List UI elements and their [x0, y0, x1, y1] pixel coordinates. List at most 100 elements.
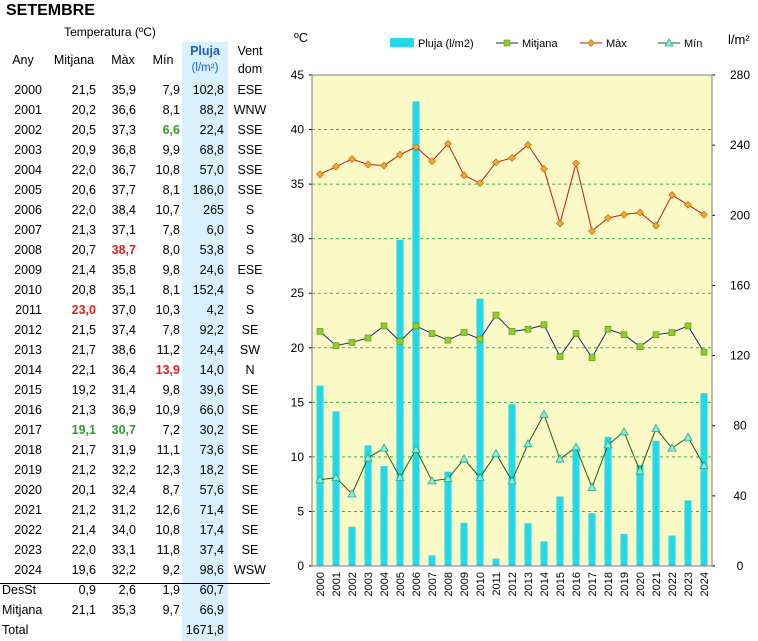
stat-min: 1,9 [162, 583, 180, 597]
cell-year: 2011 [15, 303, 42, 317]
cell-max: 36,4 [111, 363, 136, 377]
rain-bar [412, 101, 420, 566]
left-tick-label: 20 [291, 341, 305, 355]
rain-bar [668, 535, 676, 566]
cell-year: 2022 [14, 523, 42, 537]
stat-max: 35,3 [111, 603, 136, 617]
min-point [395, 472, 405, 482]
mean-point [524, 325, 532, 333]
cell-wind: SE [241, 323, 259, 337]
x-tick-label: 2004 [379, 572, 391, 596]
max-point [556, 219, 564, 228]
cell-year: 2000 [14, 83, 42, 97]
min-point [363, 453, 373, 462]
cell-max: 36,9 [111, 403, 136, 417]
cell-max: 32,2 [111, 463, 136, 477]
cell-min: 7,8 [162, 323, 180, 337]
x-tick-label: 2002 [347, 572, 359, 596]
cell-max: 32,2 [111, 563, 136, 577]
x-tick-label: 2011 [491, 572, 503, 596]
cell-year: 2021 [14, 503, 42, 517]
max-point [316, 170, 324, 179]
cell-max: 35,1 [111, 283, 136, 297]
mean-point [604, 325, 612, 333]
cell-mean: 22,0 [71, 543, 96, 557]
x-tick-label: 2001 [331, 572, 343, 596]
rain-bar [444, 471, 452, 566]
stat-max: 2,6 [118, 583, 136, 597]
cell-rain: 152,4 [192, 283, 224, 297]
x-tick-label: 2009 [459, 572, 471, 596]
right-tick-label: 160 [730, 278, 750, 292]
mean-point [540, 321, 548, 329]
cell-rain: 39,6 [199, 383, 224, 397]
rain-bar [636, 464, 644, 566]
left-tick-label: 45 [291, 68, 305, 82]
cell-mean: 22,0 [71, 163, 96, 177]
cell-max: 37,7 [111, 183, 136, 197]
rain-bar [620, 534, 628, 566]
cell-year: 2017 [14, 423, 42, 437]
cell-max: 34,0 [111, 523, 136, 537]
cell-min: 9,9 [162, 143, 180, 157]
cell-mean: 19,6 [71, 563, 96, 577]
min-point [539, 409, 549, 418]
max-point [588, 227, 596, 235]
max-point [492, 158, 500, 167]
cell-max: 37,1 [111, 223, 136, 237]
stat-rain: 66,9 [199, 603, 224, 617]
right-tick-label: 80 [733, 419, 747, 433]
cell-rain: 53,8 [199, 243, 224, 257]
cell-year: 2006 [14, 203, 42, 217]
mean-point [588, 354, 596, 361]
min-point [603, 440, 613, 449]
rain-bar [348, 526, 356, 566]
mean-point [572, 330, 580, 337]
left-tick-label: 40 [291, 123, 305, 137]
min-point [475, 472, 485, 482]
cell-wind: SSE [237, 163, 263, 177]
min-point [667, 443, 677, 452]
stat-label: DesSt [2, 583, 37, 597]
rain-bar [460, 522, 468, 566]
max-point [700, 210, 708, 219]
cell-rain: 88,2 [199, 103, 224, 117]
rain-column-highlight [182, 42, 228, 641]
right-tick-label: 40 [733, 489, 747, 503]
min-point [315, 474, 325, 484]
cell-rain: 92,2 [199, 323, 224, 337]
cell-mean: 21,2 [71, 503, 96, 517]
cell-min: 8,7 [162, 483, 180, 497]
cell-rain: 265 [203, 203, 224, 217]
cell-min: 9,8 [162, 383, 180, 397]
x-tick-label: 2024 [699, 572, 711, 596]
cell-wind: SE [241, 463, 259, 477]
x-tick-label: 2012 [507, 572, 519, 596]
legend-min-marker [664, 38, 674, 47]
x-tick-label: 2023 [683, 572, 695, 596]
rain-bar [700, 393, 708, 566]
x-tick-label: 2018 [603, 572, 615, 596]
max-point [572, 159, 580, 168]
min-point [635, 466, 645, 475]
cell-mean: 21,3 [71, 403, 96, 417]
header-max: Màx [111, 53, 135, 67]
rain-bar [380, 466, 388, 566]
cell-mean: 23,0 [71, 303, 96, 317]
cell-year: 2018 [14, 443, 42, 457]
cell-wind: SE [241, 443, 259, 457]
left-tick-label: 5 [297, 504, 304, 518]
min-point [379, 443, 389, 452]
cell-mean: 22,1 [71, 363, 96, 377]
cell-min: 10,3 [155, 303, 180, 317]
cell-max: 32,4 [111, 483, 136, 497]
header-wind-dom: dom [237, 62, 263, 76]
cell-wind: SSE [237, 183, 263, 197]
cell-mean: 20,6 [71, 183, 96, 197]
right-tick-label: 240 [730, 138, 750, 152]
rain-bar [540, 541, 548, 566]
cell-mean: 21,7 [71, 443, 96, 457]
cell-min: 9,8 [162, 263, 180, 277]
max-point [380, 161, 388, 170]
cell-mean: 21,4 [71, 523, 96, 537]
